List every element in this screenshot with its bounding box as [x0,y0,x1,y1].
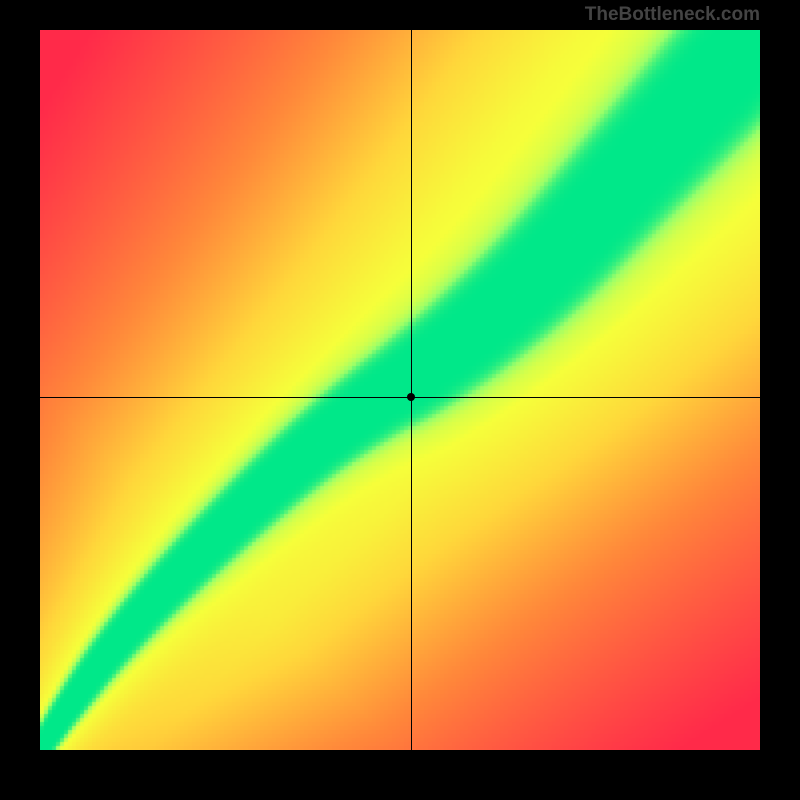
watermark-text: TheBottleneck.com [585,4,760,26]
heatmap-canvas [40,30,760,750]
crosshair-vertical [411,30,412,750]
bottleneck-heatmap [40,30,760,750]
crosshair-horizontal [40,397,760,398]
marker-dot [407,393,415,401]
